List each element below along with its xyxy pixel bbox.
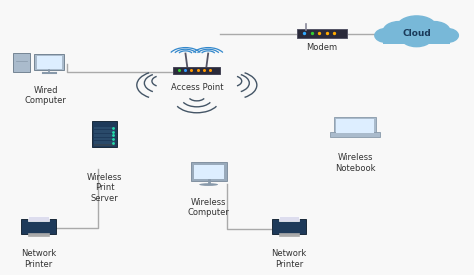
Ellipse shape	[199, 183, 218, 186]
Text: Network
Printer: Network Printer	[21, 249, 56, 268]
Circle shape	[383, 21, 415, 40]
Text: Network
Printer: Network Printer	[271, 249, 307, 268]
FancyBboxPatch shape	[193, 164, 224, 179]
FancyBboxPatch shape	[92, 121, 118, 147]
FancyBboxPatch shape	[21, 219, 56, 234]
FancyBboxPatch shape	[34, 54, 64, 70]
FancyBboxPatch shape	[36, 56, 62, 69]
Text: Cloud: Cloud	[402, 29, 431, 38]
Circle shape	[397, 16, 436, 39]
FancyBboxPatch shape	[383, 33, 450, 43]
FancyBboxPatch shape	[13, 53, 29, 72]
Text: Modem: Modem	[307, 43, 337, 52]
FancyBboxPatch shape	[337, 119, 374, 133]
FancyBboxPatch shape	[279, 216, 300, 221]
FancyBboxPatch shape	[94, 141, 115, 144]
FancyBboxPatch shape	[334, 117, 376, 134]
FancyBboxPatch shape	[330, 132, 380, 137]
Circle shape	[434, 28, 458, 43]
FancyBboxPatch shape	[94, 144, 115, 146]
FancyBboxPatch shape	[173, 67, 220, 74]
FancyBboxPatch shape	[298, 29, 346, 38]
Circle shape	[375, 28, 400, 43]
FancyBboxPatch shape	[28, 233, 49, 236]
Text: Wireless
Computer: Wireless Computer	[188, 198, 229, 217]
Circle shape	[401, 29, 432, 47]
Circle shape	[418, 21, 450, 40]
Text: Wireless
Print
Server: Wireless Print Server	[87, 173, 122, 203]
FancyBboxPatch shape	[272, 219, 307, 234]
Text: Wired
Computer: Wired Computer	[25, 86, 66, 105]
FancyBboxPatch shape	[94, 127, 115, 129]
FancyBboxPatch shape	[279, 233, 300, 236]
FancyBboxPatch shape	[94, 130, 115, 133]
Text: Access Point: Access Point	[171, 83, 223, 92]
FancyBboxPatch shape	[28, 216, 49, 221]
FancyBboxPatch shape	[94, 138, 115, 140]
Text: Wireless
Notebook: Wireless Notebook	[335, 153, 375, 173]
FancyBboxPatch shape	[191, 163, 227, 181]
FancyBboxPatch shape	[94, 134, 115, 137]
